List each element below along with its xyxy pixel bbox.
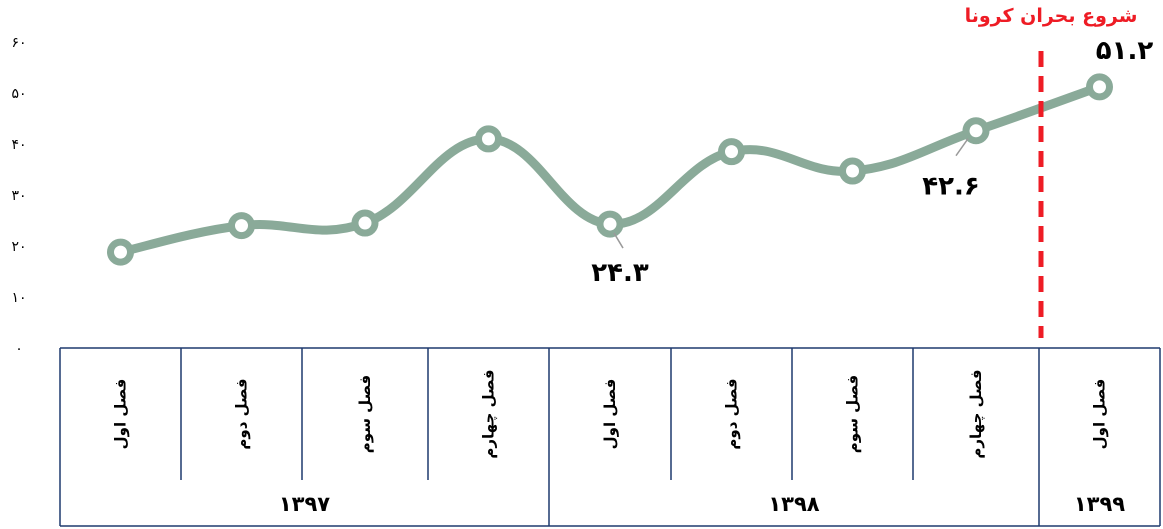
category-label: فصل اول [1091, 379, 1109, 450]
data-point-marker [107, 238, 134, 266]
data-point-marker [351, 209, 379, 237]
year-label: ۱۳۹۹ [1074, 492, 1125, 516]
y-tick-label: ۰ [15, 341, 23, 357]
data-point-marker [1086, 73, 1113, 101]
data-label: ۲۴.۳ [591, 258, 649, 288]
category-label: فصل چهارم [967, 369, 986, 458]
data-point-marker [475, 125, 502, 153]
y-tick-label: ۱۰ [11, 290, 26, 306]
data-label: ۵۱.۲ [1096, 36, 1154, 66]
category-label: فصل دوم [723, 378, 741, 449]
y-tick-label: ۵۰ [11, 86, 26, 102]
category-label: فصل سوم [356, 375, 374, 453]
y-tick-label: ۶۰ [11, 35, 26, 51]
category-label: فصل چهارم [480, 369, 499, 458]
category-table: فصل اول فصل دوم فصل سوم فصل چهارم فصل اول فصل… [59, 347, 1161, 527]
series-markers [107, 73, 1113, 266]
data-point-marker [228, 212, 255, 240]
leader-line [955, 138, 969, 157]
year-label: ۱۳۹۷ [279, 492, 330, 516]
corona-annotation: شروع بحران کرونا [965, 5, 1138, 338]
data-point-marker [962, 117, 990, 145]
annotation-label: شروع بحران کرونا [965, 5, 1138, 27]
y-tick-label: ۳۰ [11, 188, 26, 204]
category-label: فصل اول [601, 379, 619, 450]
leader-line [613, 232, 624, 249]
category-label: فصل دوم [233, 378, 251, 449]
data-point-marker [839, 157, 866, 185]
year-label: ۱۳۹۸ [768, 492, 819, 516]
y-axis: ۰ ۱۰ ۲۰ ۳۰ ۴۰ ۵۰ ۶۰ [11, 35, 26, 357]
y-tick-label: ۲۰ [11, 239, 26, 255]
data-labels: ۲۴.۳ ۴۲.۶ ۵۱.۲ [591, 36, 1153, 288]
category-label: فصل سوم [844, 375, 862, 453]
data-point-marker [718, 138, 745, 166]
y-tick-label: ۴۰ [11, 137, 26, 153]
data-point-marker [596, 210, 624, 238]
data-label: ۴۲.۶ [922, 172, 979, 202]
category-label: فصل اول [112, 379, 130, 450]
